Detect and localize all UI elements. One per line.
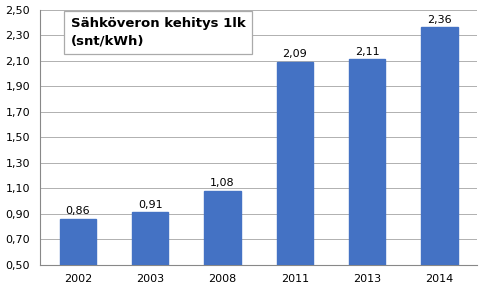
Bar	[349, 59, 385, 265]
Text: 2,36: 2,36	[427, 15, 452, 25]
Text: 0,86: 0,86	[66, 206, 90, 216]
Text: 2,11: 2,11	[355, 47, 380, 57]
Bar	[60, 219, 96, 265]
Text: Sähköveron kehitys 1lk
(snt/kWh): Sähköveron kehitys 1lk (snt/kWh)	[71, 17, 245, 47]
Text: 0,91: 0,91	[138, 200, 162, 210]
Bar	[421, 28, 457, 265]
Text: 2,09: 2,09	[283, 49, 307, 59]
Bar	[204, 191, 241, 265]
Bar	[132, 212, 168, 265]
Bar	[277, 62, 313, 265]
Text: 1,08: 1,08	[210, 178, 235, 188]
